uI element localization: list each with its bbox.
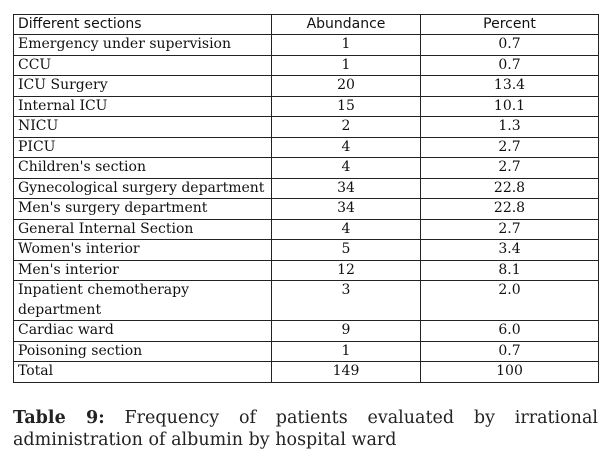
table-total-row: Total 149 100: [13, 361, 599, 383]
abundance-cell: 5: [271, 239, 421, 261]
abundance-cell: 4: [271, 157, 421, 179]
section-cell: Children's section: [13, 157, 272, 179]
percent-cell: 13.4: [420, 75, 599, 97]
table-header-row: Different sections Abundance Percent: [13, 14, 599, 35]
percent-cell: 2.7: [420, 136, 599, 158]
data-table: Different sections Abundance Percent Eme…: [13, 14, 599, 383]
percent-cell: 0.7: [420, 340, 599, 362]
abundance-cell: 34: [271, 198, 421, 220]
table-row: Poisoning section 1 0.7: [13, 340, 599, 362]
table-row: ICU Surgery 20 13.4: [13, 75, 599, 97]
table-caption: Table 9: Frequency of patients evaluated…: [13, 407, 598, 451]
table-row: Men's surgery department 34 22.8: [13, 198, 599, 220]
table-row: General Internal Section 4 2.7: [13, 218, 599, 240]
total-percent-cell: 100: [420, 361, 599, 383]
data-table-container: Different sections Abundance Percent Eme…: [13, 14, 599, 383]
section-cell: Emergency under supervision: [13, 34, 272, 56]
section-cell: Women's interior: [13, 239, 272, 261]
abundance-cell: 12: [271, 259, 421, 281]
abundance-cell: 4: [271, 136, 421, 158]
percent-cell: 0.7: [420, 54, 599, 76]
column-header-sections: Different sections: [13, 14, 272, 35]
percent-cell: 1.3: [420, 116, 599, 138]
table-caption-text: Frequency of patients evaluated by irrat…: [13, 408, 598, 450]
table-row: Gynecological surgery department 34 22.8: [13, 177, 599, 199]
section-cell: ICU Surgery: [13, 75, 272, 97]
table-row: Emergency under supervision 1 0.7: [13, 34, 599, 56]
abundance-cell: 9: [271, 320, 421, 342]
total-label-cell: Total: [13, 361, 272, 383]
section-cell: Men's interior: [13, 259, 272, 281]
table-row: CCU 1 0.7: [13, 54, 599, 76]
table-row: Children's section 4 2.7: [13, 157, 599, 179]
table-row: PICU 4 2.7: [13, 136, 599, 158]
table-row: Internal ICU 15 10.1: [13, 95, 599, 117]
section-cell: PICU: [13, 136, 272, 158]
table-row: Inpatient chemotherapy department 3 2.0: [13, 280, 599, 321]
abundance-cell: 3: [271, 280, 421, 321]
abundance-cell: 20: [271, 75, 421, 97]
section-cell: CCU: [13, 54, 272, 76]
percent-cell: 6.0: [420, 320, 599, 342]
percent-cell: 22.8: [420, 177, 599, 199]
percent-cell: 2.7: [420, 218, 599, 240]
section-cell: Men's surgery department: [13, 198, 272, 220]
table-row: Men's interior 12 8.1: [13, 259, 599, 281]
column-header-abundance: Abundance: [271, 14, 421, 35]
percent-cell: 2.0: [420, 280, 599, 321]
total-abundance-cell: 149: [271, 361, 421, 383]
abundance-cell: 15: [271, 95, 421, 117]
column-header-percent: Percent: [420, 14, 599, 35]
abundance-cell: 2: [271, 116, 421, 138]
table-caption-label: Table 9:: [13, 408, 105, 428]
section-cell: Internal ICU: [13, 95, 272, 117]
abundance-cell: 1: [271, 340, 421, 362]
table-row: NICU 2 1.3: [13, 116, 599, 138]
section-cell: NICU: [13, 116, 272, 138]
percent-cell: 3.4: [420, 239, 599, 261]
section-cell: Poisoning section: [13, 340, 272, 362]
percent-cell: 22.8: [420, 198, 599, 220]
abundance-cell: 1: [271, 34, 421, 56]
section-cell: Cardiac ward: [13, 320, 272, 342]
percent-cell: 8.1: [420, 259, 599, 281]
abundance-cell: 4: [271, 218, 421, 240]
section-cell: Gynecological surgery department: [13, 177, 272, 199]
table-row: Women's interior 5 3.4: [13, 239, 599, 261]
percent-cell: 10.1: [420, 95, 599, 117]
table-row: Cardiac ward 9 6.0: [13, 320, 599, 342]
section-cell: Inpatient chemotherapy department: [13, 280, 272, 321]
percent-cell: 0.7: [420, 34, 599, 56]
abundance-cell: 1: [271, 54, 421, 76]
percent-cell: 2.7: [420, 157, 599, 179]
section-cell: General Internal Section: [13, 218, 272, 240]
abundance-cell: 34: [271, 177, 421, 199]
